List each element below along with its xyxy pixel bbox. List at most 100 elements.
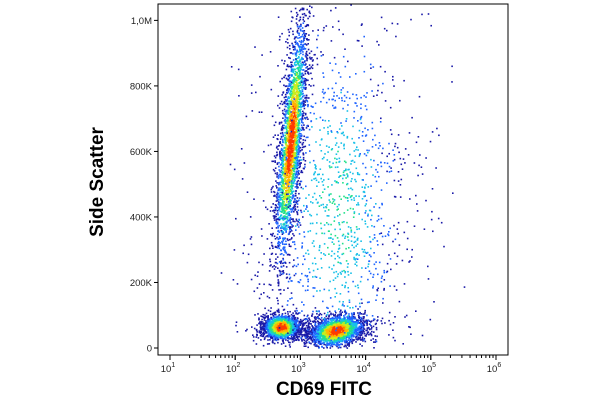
event-point: [281, 161, 284, 164]
event-point: [283, 179, 286, 181]
event-point: [296, 159, 299, 162]
event-point: [276, 336, 279, 339]
event-point: [298, 87, 300, 90]
event-point: [270, 329, 272, 331]
event-point: [275, 329, 277, 332]
event-point: [295, 128, 298, 130]
event-point: [294, 103, 297, 106]
event-point: [303, 135, 305, 138]
event-point: [278, 243, 281, 246]
event-point: [287, 113, 290, 115]
event-point: [279, 328, 281, 331]
event-point: [284, 60, 286, 62]
event-point: [289, 329, 291, 331]
event-point: [273, 311, 276, 314]
event-point: [290, 159, 292, 161]
event-point: [306, 53, 308, 56]
event-point: [282, 165, 285, 167]
event-point: [301, 45, 303, 48]
event-point: [282, 243, 284, 245]
event-point: [292, 225, 294, 227]
event-point: [307, 79, 309, 82]
event-point: [294, 101, 297, 103]
event-point: [291, 141, 294, 144]
event-point: [281, 77, 283, 80]
event-point: [290, 132, 292, 135]
event-point: [297, 152, 300, 155]
event-point: [289, 322, 292, 325]
event-point: [285, 224, 288, 227]
event-point: [329, 345, 332, 347]
event-point: [320, 313, 323, 316]
event-point: [303, 86, 306, 89]
event-point: [295, 155, 298, 158]
event-point: [287, 168, 290, 171]
event-point: [280, 157, 282, 159]
event-point: [295, 137, 297, 140]
event-point: [296, 121, 299, 124]
event-point: [282, 230, 284, 233]
event-point: [326, 317, 329, 320]
event-point: [293, 133, 295, 135]
event-point: [302, 156, 305, 159]
event-point: [284, 132, 286, 134]
event-point: [288, 144, 291, 146]
event-point: [294, 318, 296, 321]
event-point: [363, 330, 365, 333]
event-point: [281, 59, 283, 62]
event-point: [273, 342, 276, 345]
event-point: [304, 112, 307, 115]
event-point: [296, 107, 299, 109]
event-point: [292, 182, 294, 184]
event-point: [298, 121, 300, 124]
event-point: [291, 115, 293, 118]
event-point: [296, 134, 298, 137]
event-point: [287, 322, 289, 324]
event-point: [287, 28, 290, 31]
event-point: [261, 316, 264, 318]
event-point: [313, 340, 315, 343]
event-point: [265, 335, 267, 338]
event-point: [284, 118, 286, 121]
event-point: [291, 341, 294, 343]
event-point: [307, 118, 309, 120]
event-point: [296, 326, 298, 329]
event-point: [294, 208, 297, 211]
event-point: [290, 98, 293, 101]
event-point: [271, 340, 274, 342]
event-point: [278, 244, 281, 247]
event-point: [304, 80, 307, 82]
event-point: [285, 177, 288, 179]
event-point: [348, 345, 350, 347]
event-point: [308, 34, 310, 36]
event-point: [285, 128, 288, 131]
event-point: [290, 52, 293, 54]
event-point: [298, 50, 301, 53]
event-point: [269, 320, 272, 322]
event-point: [292, 111, 294, 113]
event-point: [292, 149, 294, 152]
event-point: [293, 135, 296, 138]
event-point: [281, 126, 283, 128]
event-point: [295, 55, 297, 57]
event-point: [294, 103, 296, 105]
event-point: [288, 167, 290, 169]
event-point: [291, 226, 293, 228]
event-point: [298, 127, 301, 130]
event-point: [297, 326, 299, 329]
event-point: [284, 189, 287, 192]
event-point: [277, 192, 280, 195]
event-point: [288, 202, 291, 205]
event-point: [302, 8, 305, 11]
event-point: [300, 118, 302, 120]
event-point: [294, 86, 297, 88]
event-point: [300, 8, 302, 11]
event-point: [291, 116, 293, 119]
event-point: [287, 335, 289, 338]
event-point: [330, 313, 332, 316]
event-point: [298, 323, 301, 325]
event-point: [274, 215, 276, 217]
event-point: [282, 330, 285, 333]
event-point: [301, 93, 304, 96]
